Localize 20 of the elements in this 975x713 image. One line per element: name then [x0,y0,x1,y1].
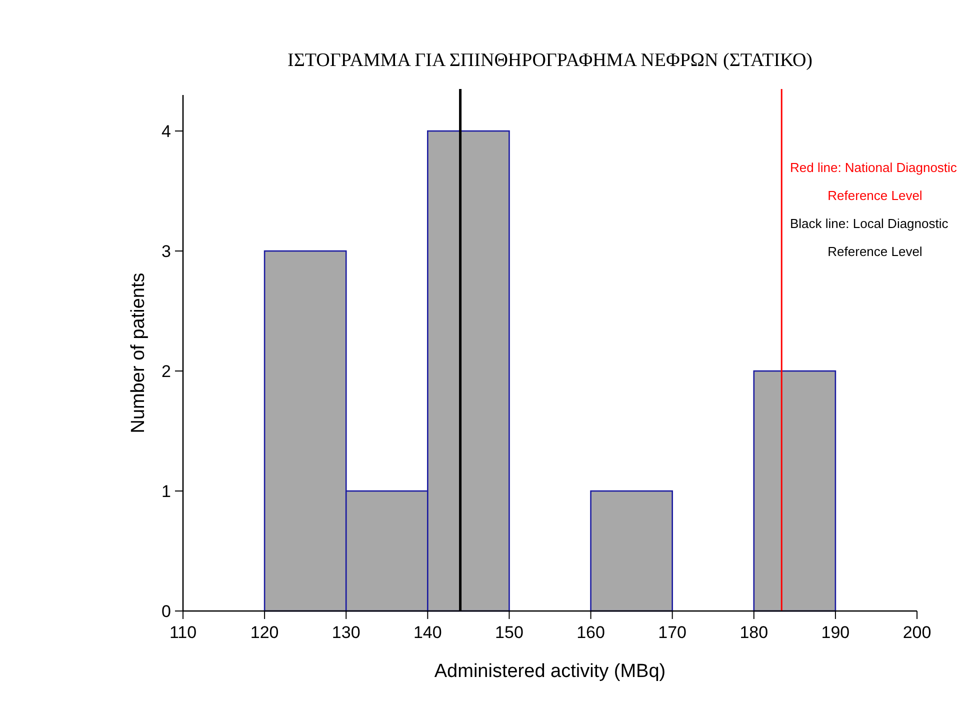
y-axis-title: Number of patients [128,272,149,434]
x-tick-label: 190 [821,623,850,642]
chart-title: ΙΣΤΟΓΡΑΜΜΑ ΓΙΑ ΣΠΙΝΘΗΡΟΓΡΑΦΗΜΑ ΝΕΦΡΩΝ (ΣΤΑΤΙΚΟ) [288,50,812,71]
x-tick-label: 110 [169,623,197,642]
x-tick-label: 130 [332,623,360,642]
y-tick-label: 0 [162,602,171,621]
x-tick-label: 120 [250,623,279,642]
y-tick-label: 4 [162,122,171,141]
y-tick-label: 3 [162,242,171,261]
ref-line-label: Black line: Local Diagnostic Reference Level [790,216,949,259]
y-tick-label: 1 [162,482,171,501]
x-tick-label: 160 [576,623,605,642]
x-tick-label: 180 [740,623,768,642]
y-tick-label: 2 [162,362,171,381]
x-tick-label: 150 [495,623,524,642]
x-tick-label: 170 [658,623,687,642]
x-tick-label: 140 [413,623,442,642]
x-tick-label: 200 [902,623,932,642]
x-axis-title: Administered activity (MBq) [434,661,666,682]
ref-line-label: Red line: National Diagnostic Reference Level [790,160,958,203]
